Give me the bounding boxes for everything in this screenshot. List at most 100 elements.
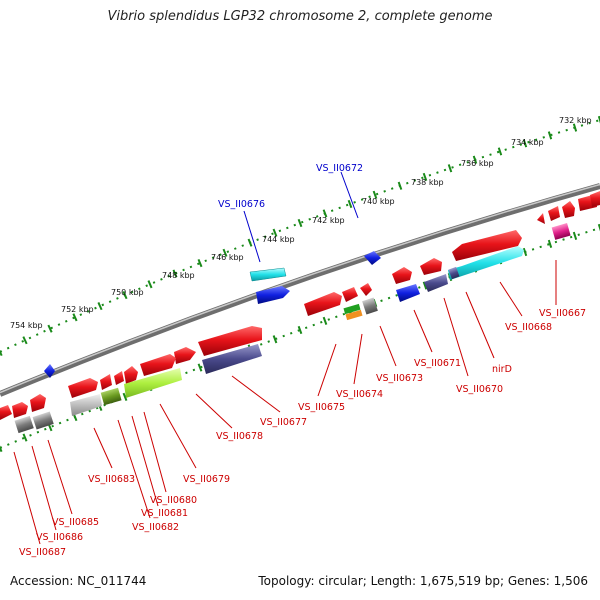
gene-label[interactable]: VS_II0682 xyxy=(132,522,179,533)
gene-label[interactable]: VS_II0686 xyxy=(36,532,83,543)
gene-arrow xyxy=(342,287,358,302)
gene-label[interactable]: VS_II0687 xyxy=(19,547,66,558)
gene-label[interactable]: VS_II0671 xyxy=(414,358,461,369)
scale-tick xyxy=(297,218,303,228)
gene-arrow xyxy=(420,258,442,275)
gene-arrow xyxy=(198,326,262,356)
gene-label[interactable]: VS_II0685 xyxy=(52,517,99,528)
gene-label[interactable]: VS_II0675 xyxy=(298,402,345,413)
gene-arrow xyxy=(424,274,448,292)
gene-arrow xyxy=(202,344,262,374)
scale-tick xyxy=(172,269,178,278)
gene-box xyxy=(362,297,378,315)
tick-label: 738 kbp xyxy=(411,178,444,187)
scale-tick xyxy=(0,445,3,453)
gene-labels: VS_II0672 VS_II0676 VS_II0667 VS_II0668 … xyxy=(19,163,586,558)
scale-tick xyxy=(522,139,528,148)
gene-label[interactable]: VS_II0668 xyxy=(505,322,552,333)
scale-tick xyxy=(447,164,453,173)
scale-tick xyxy=(147,280,153,289)
scale-tick xyxy=(372,190,378,199)
scale-tick xyxy=(322,209,328,218)
tick-labels: 732 kbp 734 kbp 736 kbp 738 kbp 740 kbp … xyxy=(10,116,592,330)
tick-label: 752 kbp xyxy=(61,305,94,314)
tick-label: 736 kbp xyxy=(461,159,494,168)
gene-label[interactable]: VS_II0670 xyxy=(456,384,503,395)
scale-tick xyxy=(472,155,478,164)
gene-arrow xyxy=(12,402,28,418)
tick-label: 750 kbp xyxy=(111,288,144,297)
gene-label[interactable]: VS_II0680 xyxy=(150,495,197,506)
accession-label: Accession: NC_011744 xyxy=(10,574,147,588)
inner-scale-ring xyxy=(0,227,600,449)
tick-label: 734 kbp xyxy=(511,138,544,147)
gene-box xyxy=(100,387,122,406)
gene-box xyxy=(14,415,34,434)
gene-arrow xyxy=(124,368,182,398)
gene-label[interactable]: VS_II0678 xyxy=(216,431,263,442)
gene-label[interactable]: nirD xyxy=(492,364,512,375)
gene-label[interactable]: VS_II0679 xyxy=(183,474,230,485)
scale-tick xyxy=(497,147,503,156)
gene-arrow xyxy=(100,374,112,390)
scale-tick xyxy=(572,231,578,241)
scale-tick xyxy=(272,228,278,237)
gene-arrow xyxy=(590,191,600,207)
gene-label[interactable]: VS_II0672 xyxy=(316,163,363,174)
gene-arrow xyxy=(44,364,55,378)
gene-box xyxy=(32,411,54,430)
scale-tick xyxy=(197,259,203,268)
gene-arrow xyxy=(537,213,545,224)
scale-tick xyxy=(0,349,3,357)
chromosome-backbone xyxy=(0,183,600,397)
gene-label[interactable]: VS_II0676 xyxy=(218,199,265,210)
tick-label: 732 kbp xyxy=(559,116,592,125)
gene-arrow xyxy=(548,206,560,221)
scale-tick xyxy=(522,247,528,257)
genes-forward-strand xyxy=(44,251,381,378)
gene-arrow xyxy=(256,286,290,304)
gene-arrow xyxy=(114,371,124,385)
scale-tick xyxy=(347,199,353,209)
scale-tick xyxy=(397,181,403,190)
scale-tick xyxy=(297,325,303,335)
scale-tick xyxy=(547,131,553,140)
gene-arrow xyxy=(452,230,522,261)
tick-label: 740 kbp xyxy=(362,197,395,206)
gene-box xyxy=(448,266,460,280)
genome-summary: Topology: circular; Length: 1,675,519 bp… xyxy=(258,574,588,588)
gene-arrow xyxy=(364,251,381,265)
gene-arrow xyxy=(448,246,524,280)
scale-tick xyxy=(422,281,428,290)
gene-arrow xyxy=(360,283,372,296)
gene-arrow xyxy=(30,394,46,412)
gene-arrow xyxy=(562,201,575,218)
scale-tick xyxy=(122,291,128,300)
scale-tick xyxy=(22,433,28,442)
gene-box xyxy=(551,223,571,240)
tick-label: 742 kbp xyxy=(312,216,345,225)
gene-label[interactable]: VS_II0674 xyxy=(336,389,383,400)
genes-reverse-strand xyxy=(0,191,600,434)
gene-arrow xyxy=(140,354,176,376)
scale-tick xyxy=(197,363,203,372)
gene-label[interactable]: VS_II0673 xyxy=(376,373,423,384)
label-leader-lines xyxy=(13,171,557,545)
map-title: Vibrio splendidus LGP32 chromosome 2, co… xyxy=(107,9,493,24)
gene-label[interactable]: VS_II0667 xyxy=(539,308,586,319)
scale-tick xyxy=(322,316,328,325)
scale-tick xyxy=(422,172,428,182)
scale-tick xyxy=(222,248,228,257)
tick-label: 748 kbp xyxy=(162,271,195,280)
gene-label[interactable]: VS_II0681 xyxy=(141,508,188,519)
scale-tick xyxy=(122,392,128,401)
gene-arrow xyxy=(392,267,412,284)
gene-label[interactable]: VS_II0677 xyxy=(260,417,307,428)
gene-arrow xyxy=(68,378,98,398)
gene-label[interactable]: VS_II0683 xyxy=(88,474,135,485)
scale-tick xyxy=(547,239,553,249)
tick-label: 746 kbp xyxy=(211,253,244,262)
gene-arrow xyxy=(124,366,138,384)
gene-box xyxy=(345,309,363,321)
